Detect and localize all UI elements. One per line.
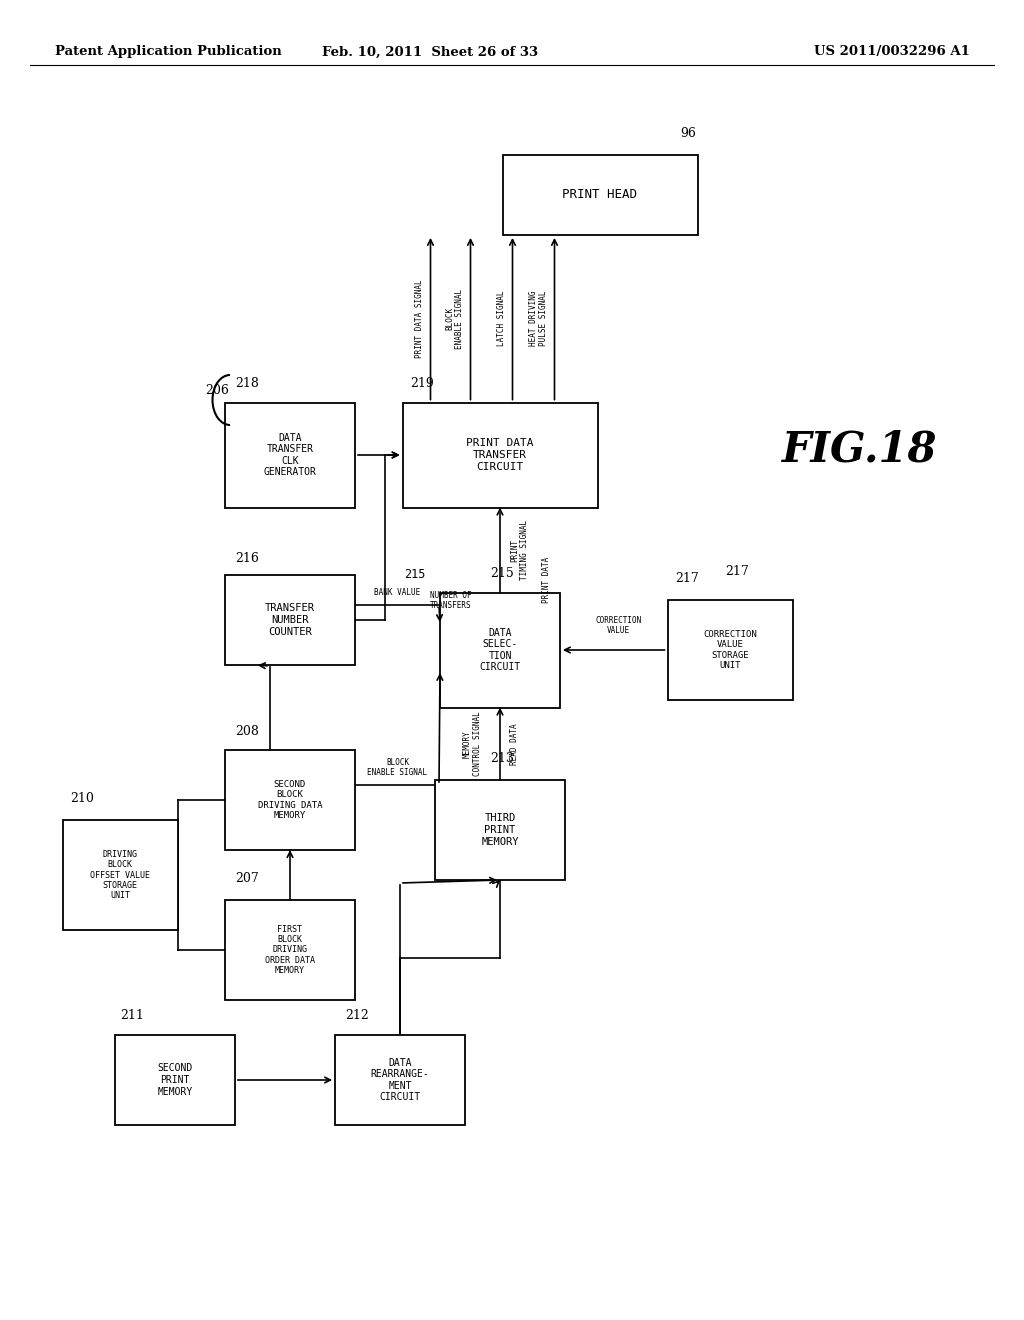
Text: DATA
SELEC-
TION
CIRCUIT: DATA SELEC- TION CIRCUIT — [479, 627, 520, 672]
Text: 213: 213 — [490, 752, 514, 766]
Text: 215: 215 — [404, 569, 426, 582]
Text: SECOND
BLOCK
DRIVING DATA
MEMORY: SECOND BLOCK DRIVING DATA MEMORY — [258, 780, 323, 820]
Text: 218: 218 — [234, 378, 259, 389]
Text: 208: 208 — [234, 725, 259, 738]
Text: SECOND
PRINT
MEMORY: SECOND PRINT MEMORY — [158, 1064, 193, 1097]
Text: PRINT
TIMING SIGNAL: PRINT TIMING SIGNAL — [510, 520, 529, 579]
Text: 215: 215 — [490, 568, 514, 579]
Text: 217: 217 — [725, 565, 749, 578]
Bar — [435, 780, 565, 880]
Bar — [335, 1035, 465, 1125]
Text: THIRD
PRINT
MEMORY: THIRD PRINT MEMORY — [481, 813, 519, 846]
Text: FIRST
BLOCK
DRIVING
ORDER DATA
MEMORY: FIRST BLOCK DRIVING ORDER DATA MEMORY — [265, 925, 315, 975]
Text: CORRECTION
VALUE: CORRECTION VALUE — [596, 615, 642, 635]
Text: DRIVING
BLOCK
OFFSET VALUE
STORAGE
UNIT: DRIVING BLOCK OFFSET VALUE STORAGE UNIT — [90, 850, 150, 900]
Text: MEMORY
CONTROL SIGNAL: MEMORY CONTROL SIGNAL — [463, 711, 482, 776]
Text: PRINT DATA: PRINT DATA — [542, 557, 551, 603]
Bar — [440, 593, 560, 708]
Text: 211: 211 — [120, 1008, 144, 1022]
Bar — [62, 820, 177, 931]
Text: CORRECTION
VALUE
STORAGE
UNIT: CORRECTION VALUE STORAGE UNIT — [703, 630, 757, 671]
Bar — [225, 750, 355, 850]
Bar — [503, 154, 697, 235]
Text: DATA
REARRANGE-
MENT
CIRCUIT: DATA REARRANGE- MENT CIRCUIT — [371, 1057, 429, 1102]
Bar — [225, 900, 355, 1001]
Text: PRINT HEAD: PRINT HEAD — [562, 189, 638, 202]
Text: 210: 210 — [70, 792, 94, 805]
Text: Patent Application Publication: Patent Application Publication — [55, 45, 282, 58]
Text: NUMBER OF
TRANSFERS: NUMBER OF TRANSFERS — [429, 590, 471, 610]
Text: BLOCK
ENABLE SIGNAL: BLOCK ENABLE SIGNAL — [445, 289, 465, 348]
Text: 96: 96 — [680, 127, 696, 140]
Text: FIG.18: FIG.18 — [782, 429, 938, 471]
Bar — [402, 403, 597, 507]
Text: 219: 219 — [410, 378, 434, 389]
Bar — [668, 601, 793, 700]
Text: 212: 212 — [345, 1008, 369, 1022]
Text: PRINT DATA SIGNAL: PRINT DATA SIGNAL — [416, 280, 425, 358]
Text: BANK VALUE: BANK VALUE — [375, 587, 421, 597]
Text: 206: 206 — [205, 384, 229, 396]
Bar — [115, 1035, 234, 1125]
Bar — [225, 576, 355, 665]
Text: PRINT DATA
TRANSFER
CIRCUIT: PRINT DATA TRANSFER CIRCUIT — [466, 438, 534, 471]
Text: Feb. 10, 2011  Sheet 26 of 33: Feb. 10, 2011 Sheet 26 of 33 — [322, 45, 538, 58]
Text: READ DATA: READ DATA — [510, 723, 519, 764]
Text: 217: 217 — [675, 572, 698, 585]
Text: 216: 216 — [234, 552, 259, 565]
Text: HEAT DRIVING
PULSE SIGNAL: HEAT DRIVING PULSE SIGNAL — [529, 290, 549, 346]
Text: 207: 207 — [234, 873, 259, 884]
Text: US 2011/0032296 A1: US 2011/0032296 A1 — [814, 45, 970, 58]
Bar — [225, 403, 355, 507]
Text: LATCH SIGNAL: LATCH SIGNAL — [498, 290, 507, 346]
Text: TRANSFER
NUMBER
COUNTER: TRANSFER NUMBER COUNTER — [265, 603, 315, 636]
Text: DATA
TRANSFER
CLK
GENERATOR: DATA TRANSFER CLK GENERATOR — [263, 433, 316, 478]
Text: BLOCK
ENABLE SIGNAL: BLOCK ENABLE SIGNAL — [368, 758, 428, 777]
